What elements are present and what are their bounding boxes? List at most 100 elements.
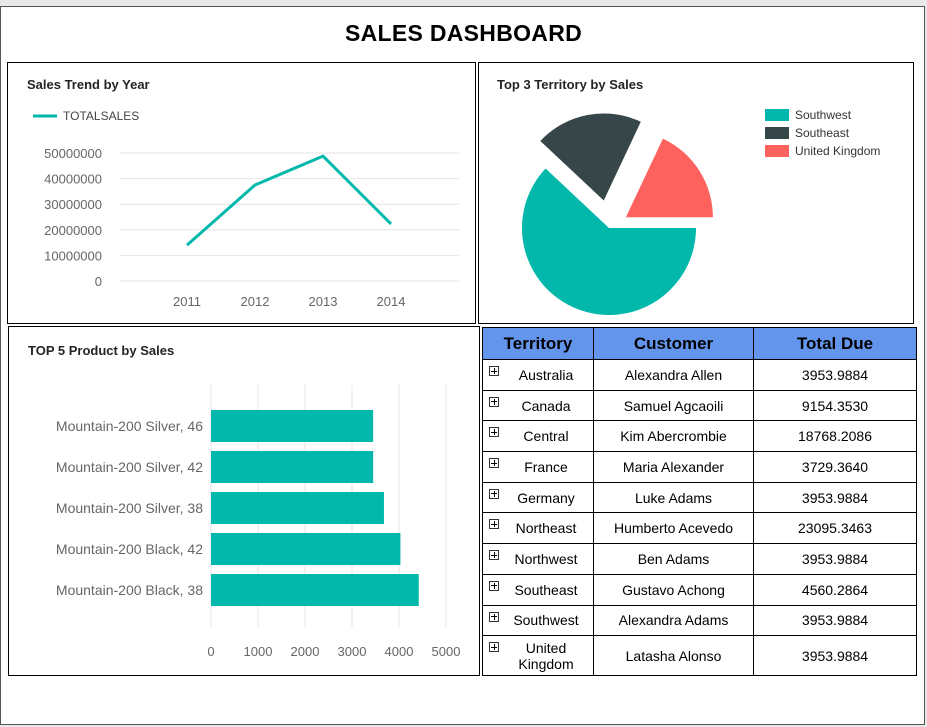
territory-label: Southwest: [513, 612, 579, 629]
legend-label-united-kingdom: United Kingdom: [795, 144, 880, 158]
x-tick-label: 2012: [241, 294, 270, 309]
total-due-cell: 3729.3640: [753, 451, 917, 483]
bar: [211, 492, 384, 524]
territory-label: Central: [523, 428, 569, 445]
expand-icon[interactable]: [489, 550, 499, 561]
y-tick-label: 30000000: [44, 197, 102, 212]
column-header-customer[interactable]: Customer: [593, 327, 754, 360]
y-category-label: Mountain-200 Silver, 42: [56, 459, 203, 475]
top-product-title: TOP 5 Product by Sales: [28, 343, 175, 358]
y-category-label: Mountain-200 Silver, 46: [56, 418, 203, 434]
table-row: Southwest Alexandra Adams 3953.9884: [482, 604, 917, 637]
y-category-label: Mountain-200 Silver, 38: [56, 500, 203, 516]
expand-icon[interactable]: [489, 488, 499, 499]
territory-cell: Germany: [482, 481, 594, 514]
x-tick-label: 2000: [291, 644, 320, 659]
y-tick-label: 20000000: [44, 223, 102, 238]
territory-label: Southeast: [514, 581, 578, 598]
territory-label: Canada: [521, 397, 571, 414]
column-header-total-due[interactable]: Total Due: [753, 327, 917, 360]
bar: [211, 410, 374, 442]
series-line-totalsales: [186, 154, 393, 247]
total-due-cell: 23095.3463: [753, 512, 917, 545]
customer-cell: Samuel Agcaoili: [593, 389, 754, 422]
sales-trend-title: Sales Trend by Year: [27, 77, 150, 92]
expand-icon[interactable]: [489, 519, 499, 530]
customer-cell: Kim Abercrombie: [593, 420, 754, 453]
y-tick-label: 40000000: [44, 172, 102, 187]
pie-slice-southeast: [540, 113, 641, 201]
territory-cell: Southwest: [482, 604, 594, 637]
customer-cell: Latasha Alonso: [593, 635, 754, 677]
y-tick-label: 0: [95, 274, 102, 289]
table-row: Germany Luke Adams 3953.9884: [482, 481, 917, 514]
top-territory-chart: Southwest Southeast United Kingdom: [522, 108, 880, 316]
territory-label: Germany: [517, 489, 575, 506]
expand-icon[interactable]: [489, 427, 499, 438]
table-row: Australia Alexandra Allen 3953.9884: [482, 359, 917, 391]
territory-cell: Canada: [482, 389, 594, 422]
territory-label: Northwest: [514, 550, 578, 567]
expand-icon[interactable]: [489, 642, 499, 653]
expand-icon[interactable]: [489, 366, 499, 376]
y-tick-label: 10000000: [44, 248, 102, 263]
table-header-row: Territory Customer Total Due: [482, 327, 917, 360]
total-due-cell: 4560.2864: [753, 573, 917, 606]
territory-cell: Northwest: [482, 543, 594, 575]
table-row: Southeast Gustavo Achong 4560.2864: [482, 573, 917, 606]
top-product-chart: 0 1000 2000 3000 4000 5000 Mountain-200 Silver…: [56, 385, 461, 659]
customer-table: Territory Customer Total Due Australia Al…: [482, 327, 917, 677]
table-row: Northwest Ben Adams 3953.9884: [482, 543, 917, 575]
x-tick-label: 0: [207, 644, 214, 659]
territory-cell: Australia: [482, 359, 594, 391]
page-title: SALES DASHBOARD: [344, 20, 583, 46]
territory-label: Australia: [518, 366, 574, 383]
y-category-label: Mountain-200 Black, 38: [56, 582, 203, 598]
bar: [211, 574, 419, 606]
x-tick-label: 4000: [385, 644, 414, 659]
top-territory-panel: Top 3 Territory by Sales Southwest Southe…: [478, 62, 914, 324]
customer-cell: Alexandra Adams: [593, 604, 754, 637]
customer-cell: Alexandra Allen: [593, 359, 754, 391]
table-row: Northeast Humberto Acevedo 23095.3463: [482, 512, 917, 545]
legend-swatch-united-kingdom: [765, 145, 789, 157]
total-due-cell: 3953.9884: [753, 543, 917, 575]
table-row: France Maria Alexander 3729.3640: [482, 451, 917, 483]
expand-icon[interactable]: [489, 458, 499, 469]
total-due-cell: 18768.2086: [753, 420, 917, 453]
territory-label: Northeast: [515, 520, 577, 537]
expand-icon[interactable]: [489, 396, 499, 407]
customer-cell: Ben Adams: [593, 543, 754, 575]
legend-swatch-southwest: [765, 109, 789, 121]
y-category-label: Mountain-200 Black, 42: [56, 541, 203, 557]
column-header-territory[interactable]: Territory: [482, 327, 594, 360]
total-due-cell: 3953.9884: [753, 604, 917, 637]
total-due-cell: 9154.3530: [753, 389, 917, 422]
total-due-cell: 3953.9884: [753, 635, 917, 677]
territory-cell: Northeast: [482, 512, 594, 545]
territory-label: France: [524, 458, 568, 475]
territory-cell: Central: [482, 420, 594, 453]
customer-cell: Humberto Acevedo: [593, 512, 754, 545]
top-product-panel: TOP 5 Product by Sales 0 1000 2000 3000 4000…: [8, 326, 480, 676]
x-tick-label: 3000: [338, 644, 367, 659]
expand-icon[interactable]: [489, 611, 499, 622]
pie-slice-southwest: [522, 168, 696, 316]
customer-cell: Maria Alexander: [593, 451, 754, 483]
x-tick-label: 2011: [173, 294, 201, 309]
territory-cell: Southeast: [482, 573, 594, 606]
top-territory-title: Top 3 Territory by Sales: [497, 77, 644, 92]
table-row: Central Kim Abercrombie 18768.2086: [482, 420, 917, 453]
territory-cell: United Kingdom: [482, 635, 594, 677]
x-tick-label: 2014: [377, 294, 406, 309]
x-tick-label: 5000: [432, 644, 461, 659]
expand-icon[interactable]: [489, 580, 499, 591]
territory-label: United Kingdom: [518, 639, 574, 672]
legend-label-totalsales: TOTALSALES: [63, 109, 139, 123]
customer-cell: Gustavo Achong: [593, 573, 754, 606]
table-row: Canada Samuel Agcaoili 9154.3530: [482, 389, 917, 422]
bar: [211, 533, 401, 565]
legend-label-southwest: Southwest: [795, 108, 852, 122]
customer-table-panel: Territory Customer Total Due Australia Al…: [482, 327, 917, 678]
territory-cell: France: [482, 451, 594, 483]
